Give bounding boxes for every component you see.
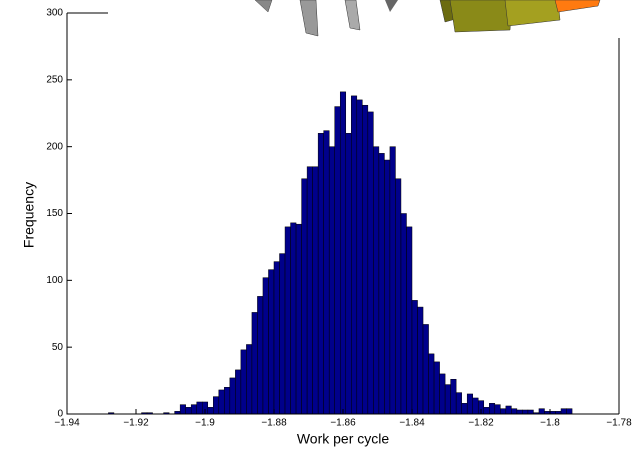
x-tick-label: −1.82 xyxy=(468,418,494,429)
bar xyxy=(197,402,203,414)
bar xyxy=(517,410,523,414)
bar xyxy=(456,393,462,414)
bar xyxy=(324,131,330,414)
bar xyxy=(351,96,357,414)
bar xyxy=(368,112,374,414)
bar xyxy=(252,312,258,414)
bar xyxy=(268,270,274,414)
bar xyxy=(291,223,297,414)
bar xyxy=(274,262,280,414)
bar xyxy=(561,409,567,414)
bar xyxy=(285,227,291,414)
x-tick-label: −1.8 xyxy=(540,418,560,429)
y-tick-label: 50 xyxy=(52,342,64,353)
bar xyxy=(373,147,379,414)
bar xyxy=(484,407,490,414)
bar xyxy=(329,147,335,414)
x-tick-label: −1.86 xyxy=(330,418,356,429)
chart: Work per cycle Frequency −1.94−1.92−1.9−… xyxy=(0,0,637,449)
bar xyxy=(257,296,263,414)
bar xyxy=(263,278,269,414)
bar xyxy=(462,403,468,414)
bar xyxy=(241,350,247,414)
bar xyxy=(412,300,418,414)
bar xyxy=(340,92,346,414)
bar xyxy=(528,410,534,414)
bar xyxy=(500,409,506,414)
y-tick-label: 0 xyxy=(57,409,63,420)
y-tick-label: 250 xyxy=(46,74,63,85)
bar xyxy=(418,307,424,414)
bar xyxy=(246,344,252,414)
bar xyxy=(423,324,429,414)
bar xyxy=(506,406,512,414)
bar xyxy=(445,385,451,414)
bar xyxy=(335,107,341,414)
bar xyxy=(313,167,319,414)
bar xyxy=(191,405,197,414)
bar xyxy=(219,390,225,414)
y-tick-label: 100 xyxy=(46,275,63,286)
x-tick-label: −1.9 xyxy=(195,418,215,429)
bar xyxy=(224,387,230,414)
bar xyxy=(384,160,390,414)
x-axis-label: Work per cycle xyxy=(297,431,390,447)
bar xyxy=(522,410,528,414)
x-tick-label: −1.88 xyxy=(261,418,287,429)
decorative-objects xyxy=(108,0,637,38)
y-axis-label: Frequency xyxy=(21,182,37,248)
bar xyxy=(511,409,517,414)
y-tick-label: 150 xyxy=(46,208,63,219)
y-tick-label: 300 xyxy=(46,8,63,19)
bar xyxy=(401,214,407,415)
bar xyxy=(451,379,457,414)
bar xyxy=(362,105,368,414)
bar xyxy=(318,133,324,414)
bar xyxy=(379,153,385,414)
x-tick-label: −1.92 xyxy=(123,418,149,429)
bar xyxy=(213,397,219,414)
bar xyxy=(307,167,313,414)
bar xyxy=(434,362,440,414)
bar xyxy=(406,227,412,414)
bar xyxy=(357,100,363,414)
bar xyxy=(440,374,446,414)
bar xyxy=(296,224,302,414)
bar xyxy=(230,378,236,414)
x-tick-label: −1.78 xyxy=(606,418,632,429)
bar xyxy=(495,405,501,414)
bar xyxy=(467,394,473,414)
olive-block xyxy=(450,0,512,32)
bar xyxy=(395,179,401,414)
x-tick-label: −1.84 xyxy=(399,418,425,429)
bar xyxy=(429,354,435,414)
y-tick-label: 200 xyxy=(46,141,63,152)
bar xyxy=(346,133,352,414)
bar xyxy=(390,147,396,414)
bar xyxy=(186,407,192,414)
bar xyxy=(180,405,186,414)
bar xyxy=(489,403,495,414)
bar xyxy=(567,409,573,414)
bar xyxy=(539,409,545,414)
bar xyxy=(280,254,286,414)
bar xyxy=(302,179,308,414)
bar xyxy=(208,407,214,414)
bar xyxy=(473,398,479,414)
bar xyxy=(235,370,241,414)
